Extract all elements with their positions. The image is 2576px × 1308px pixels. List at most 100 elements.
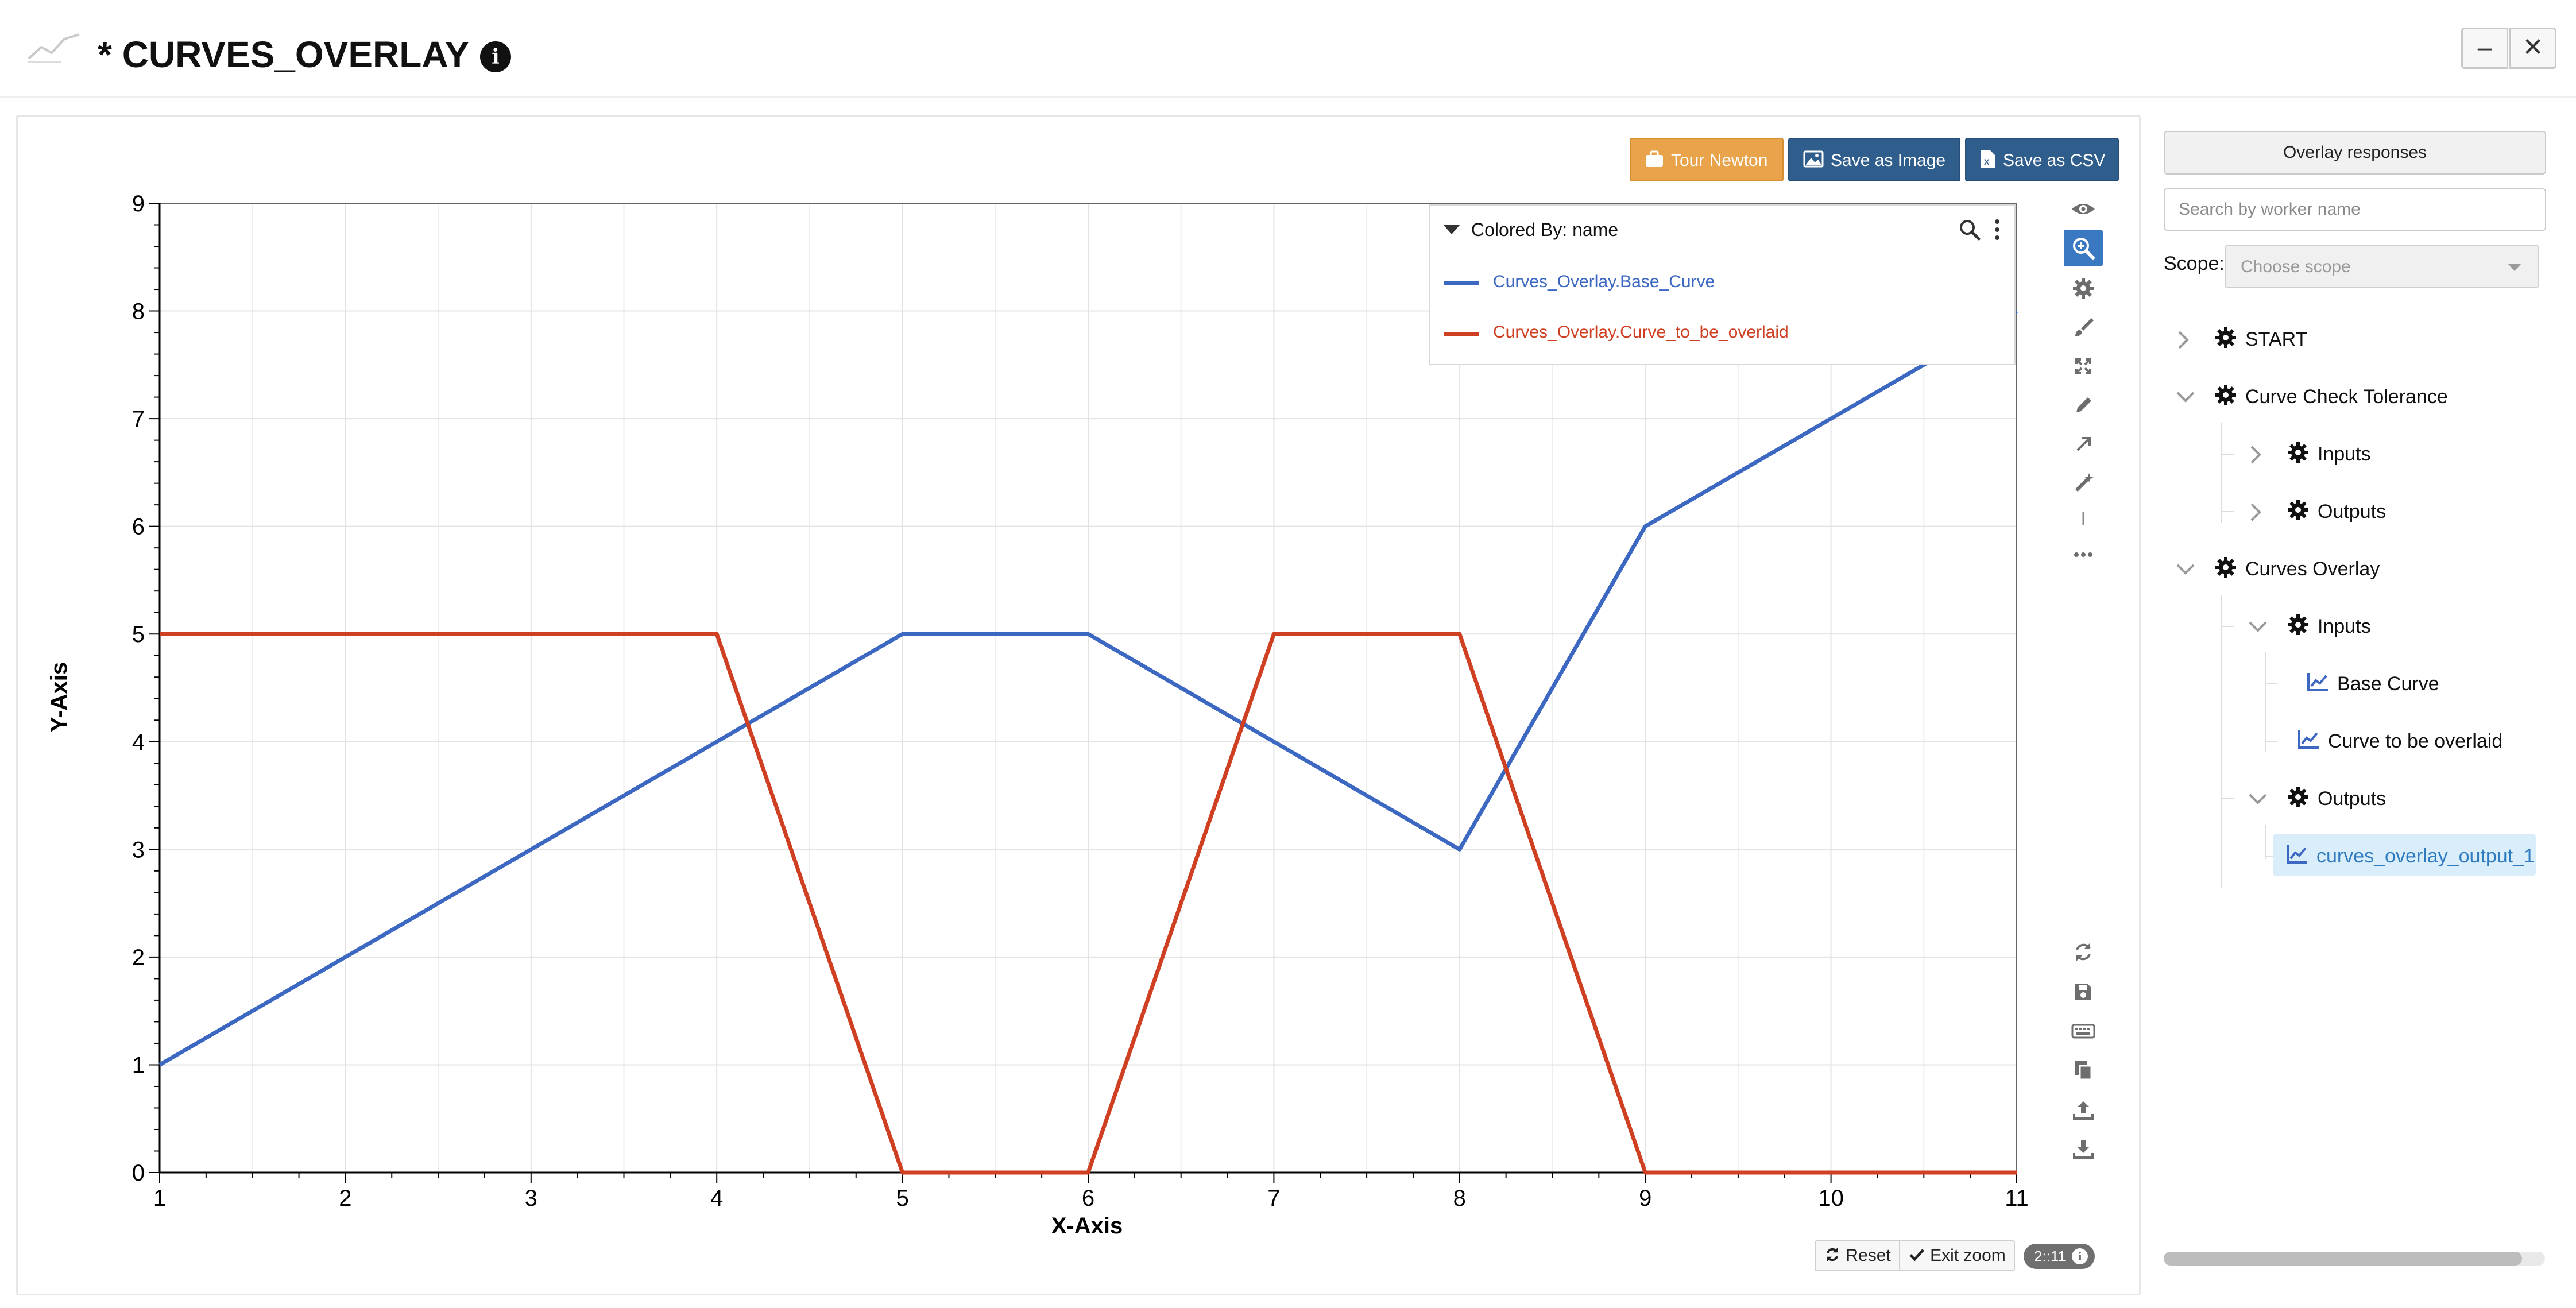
x-axis-title: X-Axis	[1051, 1213, 1123, 1239]
chart-series	[158, 309, 2018, 1175]
x-tick-label: 10	[1818, 1186, 1844, 1211]
tour-newton-button[interactable]: Tour Newton	[1630, 138, 1784, 181]
tree-node-outputs[interactable]: Outputs	[2246, 775, 2534, 821]
chevron-down-icon[interactable]	[2174, 558, 2197, 581]
overlay-responses-button[interactable]: Overlay responses	[2164, 131, 2546, 175]
version-text: 2::11	[2034, 1248, 2066, 1265]
x-tick-label: 1	[153, 1186, 166, 1211]
download-icon[interactable]	[2064, 1132, 2103, 1169]
keyboard-icon[interactable]	[2064, 1014, 2103, 1051]
more-icon[interactable]	[2064, 537, 2103, 574]
page-title: * CURVES_OVERLAY	[98, 34, 470, 75]
caret-down-icon[interactable]	[1444, 225, 1460, 234]
legend-label: Curves_Overlay.Curve_to_be_overlaid	[1493, 323, 1789, 342]
exit-zoom-button[interactable]: Exit zoom	[1900, 1241, 2014, 1270]
legend-swatch	[1444, 332, 1479, 336]
line-chart-icon	[2307, 673, 2328, 691]
tree-node-curves-overlay-output-1[interactable]: curves_overlay_output_1	[2273, 834, 2536, 876]
y-tick-label: 9	[132, 191, 145, 216]
copy-icon[interactable]	[2064, 1053, 2103, 1090]
csv-file-icon: X	[1981, 150, 1995, 168]
exit-zoom-label: Exit zoom	[1930, 1246, 2006, 1265]
line-chart-logo-icon	[28, 33, 80, 63]
scope-select[interactable]: Choose scope	[2225, 245, 2539, 288]
gear-icon	[2288, 442, 2308, 463]
scope-placeholder: Choose scope	[2241, 257, 2351, 276]
tree-node-inputs[interactable]: Inputs	[2246, 603, 2534, 649]
gear-icon	[2215, 557, 2236, 578]
save-as-csv-button[interactable]: X Save as CSV	[1965, 138, 2119, 181]
eye-icon[interactable]	[2064, 192, 2103, 229]
tree-node-label: Curve Check Tolerance	[2245, 386, 2448, 408]
gear-icon[interactable]	[2064, 271, 2103, 308]
refresh-icon[interactable]	[2064, 935, 2103, 972]
pencil-icon[interactable]	[2064, 388, 2103, 425]
save-as-image-button[interactable]: Save as Image	[1788, 138, 1960, 181]
close-button[interactable]: ✕	[2509, 28, 2556, 69]
chevron-right-icon[interactable]	[2246, 443, 2264, 466]
expand-icon[interactable]	[2064, 349, 2103, 386]
y-tick-label: 5	[132, 622, 145, 647]
tree-node-outputs[interactable]: Outputs	[2246, 488, 2534, 534]
app-header: * CURVES_OVERLAY i – ✕	[0, 0, 2576, 98]
tree-node-curve-to-be-overlaid[interactable]: Curve to be overlaid	[2297, 718, 2538, 764]
vertical-more-icon[interactable]	[1991, 218, 2003, 241]
minimize-button[interactable]: –	[2461, 28, 2508, 69]
legend-header[interactable]: Colored By: name	[1430, 206, 2014, 257]
tree-connector	[2265, 825, 2266, 859]
search-icon[interactable]	[1958, 218, 1981, 241]
tree-node-inputs[interactable]: Inputs	[2246, 431, 2534, 477]
tree-connector	[2265, 652, 2266, 752]
series-line-1[interactable]	[158, 309, 2018, 1067]
x-tick-label: 11	[2005, 1186, 2029, 1211]
tree-connector	[2265, 683, 2277, 684]
scrollbar-thumb[interactable]	[2164, 1252, 2522, 1266]
y-tick-label: 4	[132, 730, 145, 755]
chevron-down-icon[interactable]	[2174, 386, 2197, 409]
worker-search-input[interactable]	[2164, 188, 2546, 231]
y-tick-label: 2	[132, 945, 145, 970]
magic-wand-icon[interactable]	[2064, 466, 2103, 503]
scope-label: Scope:	[2164, 253, 2225, 274]
legend-label: Curves_Overlay.Base_Curve	[1493, 272, 1715, 291]
arrow-icon[interactable]	[2064, 427, 2103, 464]
chevron-right-icon[interactable]	[2246, 501, 2264, 524]
tree-node-label: Curves Overlay	[2245, 558, 2380, 580]
tree-node-start[interactable]: START	[2174, 316, 2519, 362]
tree-node-base-curve[interactable]: Base Curve	[2306, 660, 2536, 706]
upload-icon[interactable]	[2064, 1093, 2103, 1130]
series-line-2[interactable]	[160, 632, 2017, 1175]
y-tick-label: 3	[132, 837, 145, 862]
x-tick-label: 9	[1639, 1186, 1651, 1211]
save-icon[interactable]	[2064, 975, 2103, 1012]
horizontal-scrollbar[interactable]	[2164, 1252, 2545, 1266]
brush-icon[interactable]	[2064, 310, 2103, 347]
chevron-down-icon[interactable]	[2246, 616, 2269, 638]
tree-node-curves-overlay[interactable]: Curves Overlay	[2174, 545, 2519, 591]
tree-connector	[2221, 626, 2234, 627]
tree-node-label: START	[2245, 328, 2308, 350]
y-tick-label: 1	[132, 1052, 145, 1078]
info-icon[interactable]: i	[480, 41, 511, 72]
y-tick-label: 6	[132, 514, 145, 540]
tree-connector	[2221, 423, 2222, 523]
chart-legend: Colored By: name Curves_Overlay.Base_Cur…	[1429, 204, 2016, 365]
caret-down-icon	[2508, 264, 2521, 271]
zoom-in-icon[interactable]	[2064, 230, 2103, 266]
chevron-down-icon[interactable]	[2246, 788, 2269, 811]
gear-icon	[2215, 385, 2236, 405]
line-chart-icon	[2287, 845, 2307, 864]
legend-swatch	[1444, 281, 1479, 285]
save-as-csv-label: Save as CSV	[2003, 151, 2106, 170]
gear-icon	[2288, 787, 2308, 807]
x-tick-label: 2	[339, 1186, 351, 1211]
reset-button[interactable]: Reset	[1816, 1241, 1900, 1270]
zoom-controls: Reset Exit zoom	[1815, 1240, 2015, 1271]
tree-connector	[2221, 595, 2222, 888]
tree-node-curve-check-tolerance[interactable]: Curve Check Tolerance	[2174, 373, 2542, 419]
tree-connector	[2265, 741, 2277, 742]
version-badge[interactable]: 2::11 i	[2024, 1244, 2095, 1269]
x-tick-label: 6	[1082, 1186, 1094, 1211]
chevron-right-icon[interactable]	[2174, 328, 2191, 351]
